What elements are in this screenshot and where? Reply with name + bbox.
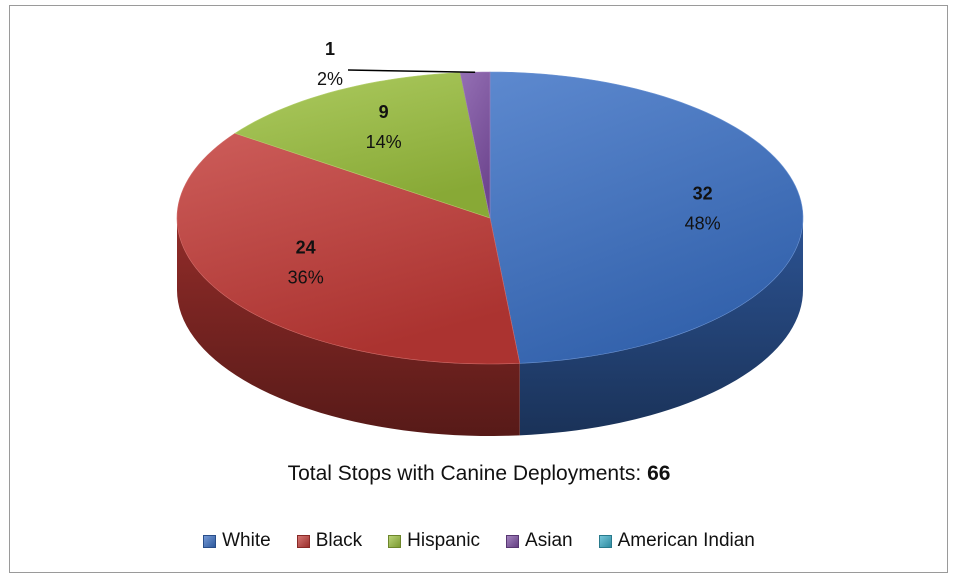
pie-sides [177,218,803,436]
legend-label-american-indian: American Indian [617,530,755,551]
value-label-black: 24 [296,238,316,258]
slice-side-white [519,218,803,436]
legend-label-white: White [222,530,271,551]
legend: White Black Hispanic Asian American Indian [0,530,958,552]
legend-item-white: White [203,530,271,552]
value-label-hispanic: 9 [379,102,389,122]
percent-label-white: 48% [685,213,721,233]
value-label-asian: 1 [325,39,335,59]
percent-label-hispanic: 14% [366,132,402,152]
slice-side-black [177,218,520,436]
slice-black [176,132,521,365]
value-label-white: 32 [693,183,713,203]
total-stops-value: 66 [647,462,671,485]
legend-label-black: Black [315,530,363,551]
legend-swatch-black [296,534,310,548]
total-stops-caption: Total Stops with Canine Deployments: 66 [0,462,958,486]
legend-label-hispanic: Hispanic [407,530,481,551]
percent-label-asian: 2% [317,69,343,89]
total-stops-label: Total Stops with Canine Deployments: [287,462,648,485]
pie-tops [176,71,804,365]
legend-swatch-white [203,534,217,548]
leader-line-asian [347,69,476,73]
legend-label-asian: Asian [525,530,573,551]
legend-swatch-hispanic [388,534,402,548]
legend-item-american-indian: American Indian [598,530,755,552]
legend-item-hispanic: Hispanic [388,530,480,552]
percent-label-black: 36% [288,268,324,288]
legend-item-asian: Asian [506,530,573,552]
slice-white [489,71,804,364]
slice-hispanic [234,72,491,219]
legend-swatch-american-indian [598,534,612,548]
legend-item-black: Black [296,530,363,552]
legend-swatch-asian [506,534,520,548]
pie-labels: 32 48% 24 36% 9 14% 1 2% [288,39,721,288]
